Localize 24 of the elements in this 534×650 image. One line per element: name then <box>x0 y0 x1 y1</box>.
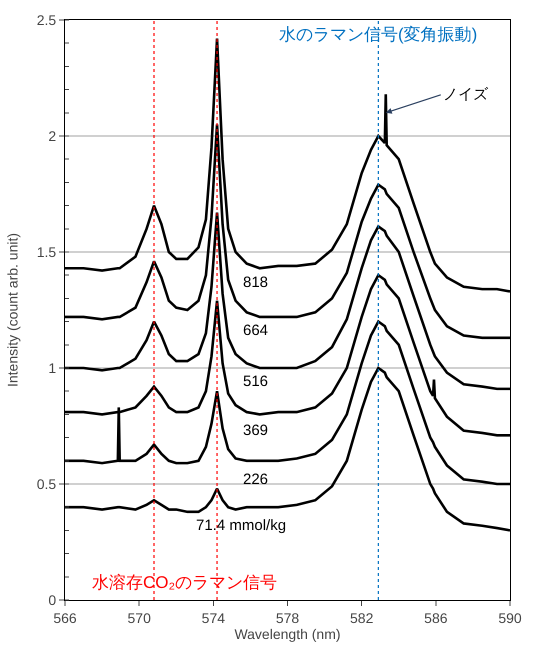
x-tick-label: 586 <box>424 610 448 626</box>
series-label: 664 <box>243 322 268 339</box>
series-label: 369 <box>243 422 268 439</box>
x-tick-label: 570 <box>127 610 152 626</box>
x-tick-label: 574 <box>202 610 226 626</box>
y-tick-label: 0 <box>48 592 56 608</box>
ref-line-label: 水のラマン信号(変角振動) <box>279 25 478 44</box>
series-label: 71.4 mmol/kg <box>196 517 286 534</box>
y-tick-label: 0.5 <box>36 476 56 492</box>
series-label: 226 <box>243 471 268 488</box>
ref-line-label: 水溶存CO₂のラマン信号 <box>92 573 278 592</box>
y-axis-title: Intensity (count arb. unit) <box>4 232 20 388</box>
y-tick-label: 2.5 <box>36 12 56 28</box>
y-tick-label: 1.5 <box>36 244 56 260</box>
annotation: ノイズ <box>443 86 489 103</box>
series-label: 516 <box>243 373 268 390</box>
y-tick-label: 2 <box>48 128 56 144</box>
x-axis-title: Wavelength (nm) <box>234 626 341 642</box>
x-tick-label: 582 <box>350 610 374 626</box>
y-tick-label: 1 <box>48 360 56 376</box>
series-label: 818 <box>243 274 268 291</box>
x-tick-label: 590 <box>498 610 522 626</box>
x-tick-label: 566 <box>53 610 77 626</box>
x-tick-label: 578 <box>276 610 300 626</box>
